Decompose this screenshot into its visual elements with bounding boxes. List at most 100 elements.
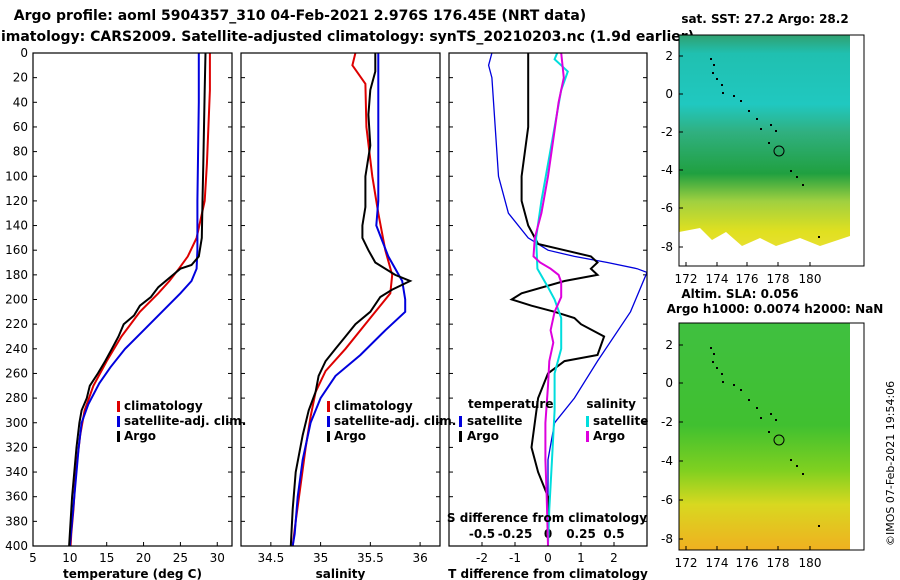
lon-tick-label: 176	[736, 272, 759, 286]
series-climatology	[69, 53, 211, 546]
panel-salinity: 34.5 35 35.5 36 salinity	[240, 52, 441, 580]
island-dot	[740, 389, 742, 391]
panel-frame	[32, 52, 233, 547]
island-dot	[740, 100, 742, 102]
legend-s-sat-label: satellite	[593, 414, 648, 428]
island-dot	[748, 399, 750, 401]
credit-stamp: ©IMOS 07-Feb-2021 19:54:06	[884, 381, 897, 546]
sla-map-frame	[678, 322, 865, 551]
panel-frame	[240, 52, 441, 547]
legend-s-argo-swatch	[586, 431, 589, 442]
legend-s-argo-label: Argo	[593, 429, 625, 443]
x-tick-label: -1	[509, 551, 521, 565]
title-line-1: Argo profile: aoml 5904357_310 04-Feb-20…	[14, 8, 586, 24]
lat-tick-label: 0	[665, 376, 673, 390]
island-dot	[775, 130, 777, 132]
lon-tick-label: 172	[675, 556, 698, 570]
lon-tick-label: 178	[767, 556, 790, 570]
legend-salinity-title: salinity	[586, 397, 636, 411]
y-tick-label: 60	[13, 120, 28, 134]
y-tick-label: 160	[5, 243, 28, 257]
island-dot	[818, 236, 820, 238]
lon-tick-label: 176	[736, 556, 759, 570]
island-dot	[712, 361, 714, 363]
lat-tick-label: 2	[665, 49, 673, 63]
island-dot	[716, 367, 718, 369]
s-diff-tick-label: -0.5	[469, 527, 495, 541]
island-dot	[710, 347, 712, 349]
legend-argo-label: Argo	[124, 429, 156, 443]
y-tick-label: 360	[5, 490, 28, 504]
island-dot	[770, 413, 772, 415]
legend-differences: temperature satellite Argo salinity sate…	[459, 397, 648, 443]
lat-tick-label: -8	[661, 240, 673, 254]
island-dot	[733, 95, 735, 97]
lon-tick-label: 172	[675, 272, 698, 286]
legend-argo-swatch	[327, 431, 330, 442]
x-tick-label: 20	[136, 551, 151, 565]
sla-profile-marker	[773, 434, 785, 446]
lat-tick-label: -4	[661, 163, 673, 177]
y-tick-label: 20	[13, 71, 28, 85]
series-t-satellite	[487, 53, 647, 546]
lon-tick-label: 180	[799, 272, 822, 286]
island-dot	[733, 384, 735, 386]
island-dot	[716, 78, 718, 80]
sst-map-margin	[850, 35, 864, 266]
legend-argo-label: Argo	[334, 429, 366, 443]
legend-argo-swatch	[117, 431, 120, 442]
x-axis-label: salinity	[316, 567, 366, 580]
legend-sat-label: satellite-adj. clim.	[334, 414, 456, 428]
y-tick-label: 120	[5, 194, 28, 208]
island-dot	[775, 419, 777, 421]
sla-map-subtitle: Argo h1000: 0.0074 h2000: NaN	[667, 302, 884, 316]
series-satellite-adj-clim-	[291, 53, 407, 546]
s-diff-tick-label: 0.5	[603, 527, 624, 541]
s-diff-tick-label: -0.25	[498, 527, 533, 541]
lon-tick-label: 178	[767, 272, 790, 286]
lon-tick-label: 174	[706, 556, 729, 570]
sla-map-title: Altim. SLA: 0.056	[681, 287, 798, 301]
x-tick-label: 36	[412, 551, 427, 565]
legend-sat-swatch	[327, 416, 330, 427]
series-t-argo	[509, 53, 606, 546]
legend-clim-swatch	[327, 401, 330, 412]
x-tick-label: 10	[62, 551, 77, 565]
island-dot	[756, 407, 758, 409]
series-s-satellite	[535, 53, 569, 546]
legend-sat-swatch	[117, 416, 120, 427]
sla-map-margin	[850, 323, 864, 550]
y-tick-label: 80	[13, 145, 28, 159]
island-dot	[756, 118, 758, 120]
island-dot	[710, 58, 712, 60]
y-tick-label: 380	[5, 514, 28, 528]
island-dot	[722, 381, 724, 383]
legend-clim-label: climatology	[124, 399, 203, 413]
island-dot	[790, 170, 792, 172]
x-tick-label: 1	[577, 551, 585, 565]
lat-tick-label: -2	[661, 125, 673, 139]
sst-map-field	[679, 35, 850, 266]
island-dot	[790, 459, 792, 461]
series-argo	[68, 53, 207, 546]
y-tick-label: 220	[5, 317, 28, 331]
lat-tick-label: 2	[665, 338, 673, 352]
panel-frame	[448, 52, 648, 547]
series-climatology	[291, 53, 394, 546]
legend-t-sat-label: satellite	[467, 414, 522, 428]
title-line-2: Climatology: CARS2009. Satellite-adjuste…	[0, 29, 694, 45]
island-dot	[760, 128, 762, 130]
x-tick-label: 5	[29, 551, 37, 565]
legend-t-sat-swatch	[459, 416, 462, 427]
island-dot	[818, 525, 820, 527]
sst-map-title: sat. SST: 27.2 Argo: 28.2	[681, 12, 848, 26]
y-tick-label: 400	[5, 539, 28, 553]
x-tick-label: 34.5	[257, 551, 284, 565]
island-dot	[721, 373, 723, 375]
island-dot	[802, 184, 804, 186]
panel-differences: -2 -1 0 1 2-0.5 -0.25 0 0.25 0.5T difference fro…	[448, 52, 648, 580]
lat-tick-label: -6	[661, 493, 673, 507]
x-axis-label: temperature (deg C)	[63, 567, 202, 580]
series-satellite-adj-clim-	[68, 53, 200, 546]
island-dot	[760, 417, 762, 419]
